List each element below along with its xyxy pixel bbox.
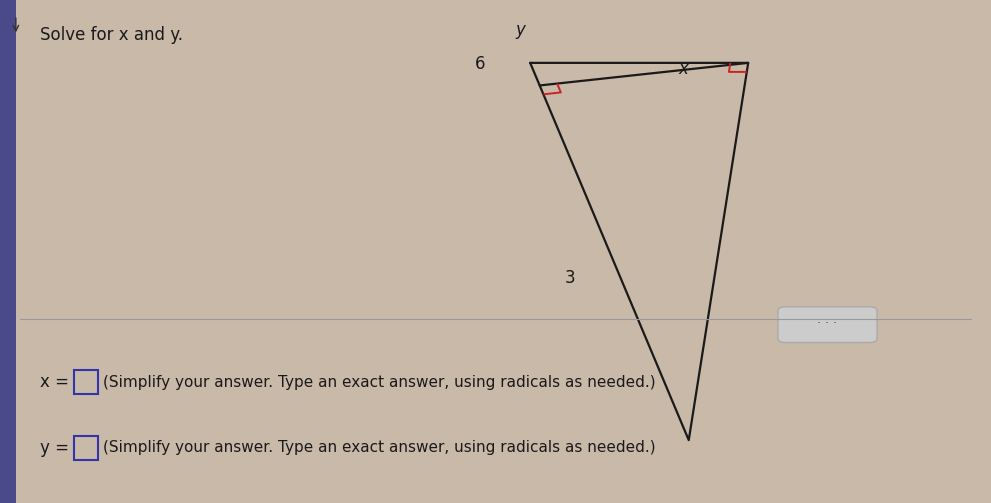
Text: 3: 3 [564, 269, 575, 287]
Text: Solve for x and y.: Solve for x and y. [40, 26, 182, 44]
Text: 6: 6 [475, 55, 486, 73]
Text: x: x [679, 60, 689, 78]
Text: (Simplify your answer. Type an exact answer, using radicals as needed.): (Simplify your answer. Type an exact ans… [103, 440, 656, 455]
Bar [74, 370, 98, 394]
Bar [74, 436, 98, 460]
Text: x =: x = [40, 373, 68, 391]
Text: (Simplify your answer. Type an exact answer, using radicals as needed.): (Simplify your answer. Type an exact ans… [103, 375, 656, 390]
Text: y: y [515, 21, 525, 39]
Bar [0, 0, 16, 503]
Text: · · ·: · · · [818, 317, 837, 330]
FancyBboxPatch shape [778, 307, 877, 343]
Text: y =: y = [40, 439, 68, 457]
